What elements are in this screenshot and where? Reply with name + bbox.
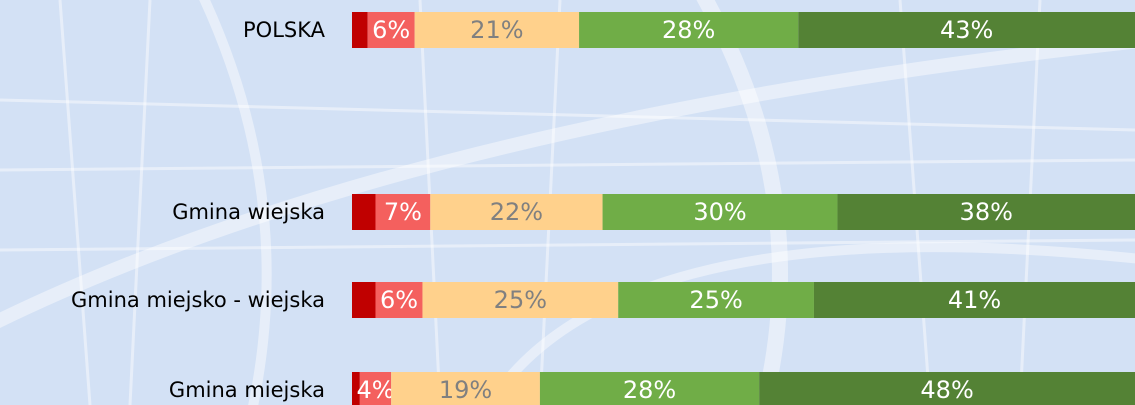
bar-segment [359,372,392,405]
bar-segment [375,194,431,230]
value-label: 19% [439,376,492,404]
value-label: 48% [920,376,973,404]
value-label: 6% [380,286,418,314]
bar-segment [422,282,619,318]
value-label: 6% [372,16,410,44]
bar-segment [367,12,415,48]
bar-segment [837,194,1135,230]
bar-segment [539,372,760,405]
bar-segment [352,372,360,405]
value-label: 41% [948,286,1001,314]
category-label: Gmina wiejska [172,200,325,224]
bar-segment [618,282,814,318]
value-label: 30% [693,198,746,226]
value-label: 4% [356,376,394,404]
category-label: Gmina miejsko - wiejska [71,288,325,312]
value-label: 7% [384,198,422,226]
bar-segment [391,372,540,405]
bar-segment [813,282,1135,318]
bar-segment [579,12,799,48]
value-label: 28% [623,376,676,404]
bar-segment [414,12,580,48]
bar-segment [352,12,368,48]
category-label: POLSKA [243,18,326,42]
bar-segment [375,282,423,318]
bar-segment [352,194,376,230]
value-label: 21% [470,16,523,44]
bar-segment [352,282,376,318]
value-label: 38% [960,198,1013,226]
value-label: 25% [494,286,547,314]
category-label: Gmina miejska [169,378,325,402]
bar-segment [798,12,1135,48]
bar-segment [759,372,1135,405]
bar-segment [430,194,603,230]
value-label: 22% [490,198,543,226]
value-label: 43% [940,16,993,44]
value-label: 28% [662,16,715,44]
bar-segment [602,194,838,230]
value-label: 25% [689,286,742,314]
